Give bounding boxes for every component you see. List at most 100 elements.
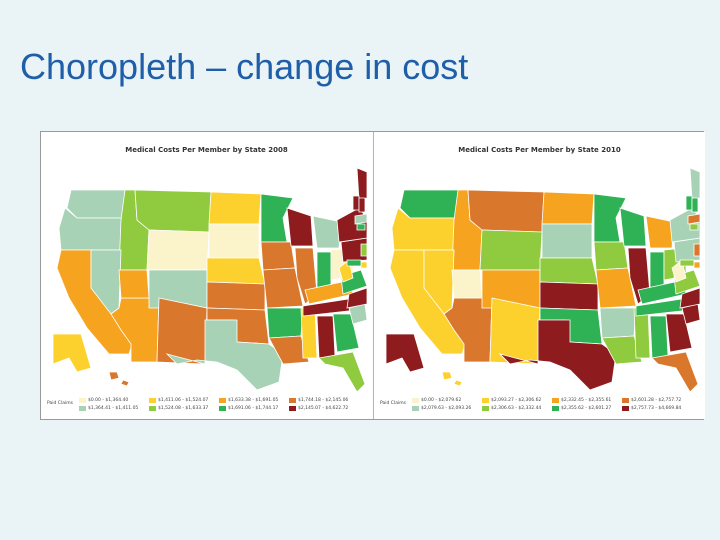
state-sd [208,223,260,259]
state-nm [156,297,208,365]
state-ar [266,307,304,339]
legend-swatch [552,406,559,411]
legend-range-label: $1,691.06 - $1,744.17 [228,406,279,411]
legend-item: $1,364.41 - $1,411.05 [79,406,138,411]
legend-range-label: $0.00 - $2,079.62 [421,398,462,403]
legend-range-label: $2,145.07 - $4,622.72 [298,406,349,411]
legend-item: $1,744.18 - $2,145.06 [289,398,348,403]
state-ia [260,241,296,271]
state-mn [260,193,294,243]
state-mi [312,215,342,249]
state-nd [541,191,595,225]
legend-range-label: $0.00 - $1,364.40 [88,398,129,403]
state-wi [286,207,314,247]
legend-item: $1,411.06 - $1,524.07 [149,398,208,403]
state-nd [208,191,262,225]
legend-item: $2,332.45 - $2,355.61 [552,398,611,403]
legend-item: $2,601.28 - $2,757.72 [622,398,681,403]
state-sd [541,223,593,259]
map-title-2008: Medical Costs Per Member by State 2008 [125,146,288,154]
state-al [316,315,336,359]
state-ct [689,223,699,231]
legend-item: $2,079.63 - $2,093.26 [412,406,471,411]
state-ma [687,213,700,225]
legend-label: Paid Claims [380,401,406,406]
state-hi [108,371,130,387]
legend-swatch [412,406,419,411]
legend-swatch [219,406,226,411]
legend-range-label: $1,744.18 - $2,145.06 [298,398,349,403]
state-fl [651,351,699,393]
legend-range-label: $1,524.08 - $1,633.37 [158,406,209,411]
legend-item: $2,093.27 - $2,306.62 [482,398,541,403]
state-wa [399,189,459,219]
legend-item: $2,145.07 - $4,622.72 [289,406,348,411]
legend-swatch [622,398,629,403]
us-choropleth-2008 [52,167,367,393]
state-wy [146,229,210,271]
state-wa [66,189,126,219]
state-nh [358,197,366,213]
state-nj [360,243,367,257]
state-tx [498,319,617,391]
state-vt [352,195,360,211]
state-in [649,251,665,289]
legend-range-label: $2,306.63 - $2,332.44 [491,406,542,411]
state-nm [489,297,541,365]
state-ks [206,281,266,311]
state-ne [206,257,266,285]
legend-item: $1,524.08 - $1,633.37 [149,406,208,411]
state-ak [52,333,92,373]
state-al [649,315,669,359]
legend-range-label: $2,757.73 - $4,669.84 [631,406,682,411]
legend-swatch [149,398,156,403]
state-me [689,167,700,201]
state-nc [679,287,700,309]
state-nj [693,243,700,257]
legend-item: $2,757.73 - $4,669.84 [622,406,681,411]
map-panel-2010: Medical Costs Per Member by State 2010 P… [373,132,705,419]
state-ut [451,269,483,299]
state-ne [539,257,599,285]
legend-range-label: $1,633.38 - $1,691.05 [228,398,279,403]
map-title-2010: Medical Costs Per Member by State 2010 [458,146,621,154]
state-md [679,259,695,267]
legend-swatch [79,406,86,411]
map-panel-2008: Medical Costs Per Member by State 2008 P… [41,132,372,419]
state-ak [385,333,425,373]
legend-swatch [552,398,559,403]
legend-range-label: $2,332.45 - $2,355.61 [561,398,612,403]
state-de [693,261,700,269]
state-ct [356,223,366,231]
legend-item: $2,306.63 - $2,332.44 [482,406,541,411]
state-md [346,259,362,267]
state-tx [165,319,284,391]
legend-label: Paid Claims [47,401,73,406]
state-ks [539,281,599,311]
state-ut [118,269,150,299]
legend-swatch [289,406,296,411]
legend-swatch [622,406,629,411]
state-la [601,335,643,365]
state-mt [467,189,545,233]
legend-range-label: $1,364.41 - $1,411.05 [88,406,139,411]
legend-range-label: $1,411.06 - $1,524.07 [158,398,209,403]
state-ma [354,213,367,225]
state-la [268,335,310,365]
state-ar [599,307,637,339]
state-in [316,251,332,289]
maps-figure: Medical Costs Per Member by State 2008 P… [40,131,705,420]
state-wi [619,207,647,247]
legend-item: $1,691.06 - $1,744.17 [219,406,278,411]
legend-item: $1,633.38 - $1,691.05 [219,398,278,403]
state-wy [479,229,543,271]
state-vt [685,195,693,211]
legend-2010: Paid Claims $0.00 - $2,079.62 $2,079.63 -… [378,394,702,416]
state-nc [346,287,367,309]
state-fl [318,351,366,393]
legend-range-label: $2,601.28 - $2,757.72 [631,398,682,403]
legend-range-label: $2,093.27 - $2,306.62 [491,398,542,403]
legend-2008: Paid Claims $0.00 - $1,364.40 $1,364.41 -… [45,394,369,416]
state-mi [645,215,675,249]
legend-swatch [79,398,86,403]
